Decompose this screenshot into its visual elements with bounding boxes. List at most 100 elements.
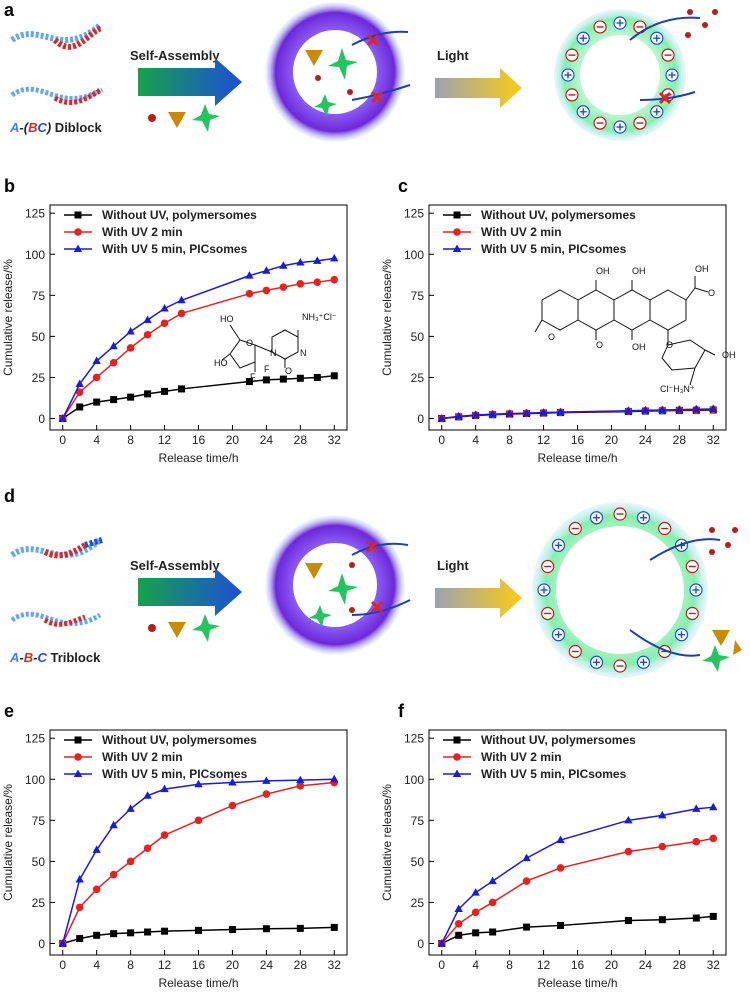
y-tick-label: 25 <box>32 371 46 385</box>
poly-part: Diblock <box>51 120 102 135</box>
atom-label: OH <box>596 266 610 276</box>
picsome-core <box>556 526 684 654</box>
data-point <box>126 857 135 866</box>
x-tick-label: 12 <box>537 958 551 972</box>
y-tick-label: 75 <box>32 814 46 828</box>
data-point <box>75 379 84 388</box>
legend-label: With UV 2 min <box>481 750 562 764</box>
data-point <box>296 280 305 288</box>
x-tick-label: 24 <box>260 433 274 447</box>
data-point <box>93 398 101 406</box>
data-point <box>709 802 718 811</box>
x-axis-label: Release time/h <box>158 976 238 990</box>
data-point <box>126 326 135 335</box>
arrow <box>435 68 522 108</box>
polymer-chain <box>43 614 86 627</box>
poly-part: Triblock <box>47 650 101 665</box>
y-tick-label: 75 <box>411 289 425 303</box>
panel-label: c <box>398 176 408 196</box>
particle <box>709 527 715 533</box>
data-point <box>279 283 288 291</box>
data-point <box>330 253 339 262</box>
bond <box>649 289 687 331</box>
atom-label: OH <box>632 266 646 276</box>
plot-frame <box>49 729 348 956</box>
particle <box>733 640 742 655</box>
data-point <box>313 278 322 286</box>
y-tick-label: 125 <box>25 732 45 746</box>
polymer-chain <box>43 542 87 559</box>
particle <box>168 112 186 128</box>
legend-label: With UV 5 min, PICsomes <box>481 242 627 256</box>
atom-label: F <box>250 372 256 382</box>
series-line <box>62 375 335 420</box>
poly-part: -( <box>19 120 29 135</box>
x-tick-label: 8 <box>506 958 513 972</box>
bond <box>577 289 615 331</box>
block-mark <box>365 540 379 554</box>
data-point <box>488 898 497 907</box>
y-tick-label: 125 <box>404 732 424 746</box>
data-point <box>539 408 548 416</box>
y-tick-label: 100 <box>404 773 424 787</box>
x-tick-label: 28 <box>673 433 687 447</box>
polymer-name: A-(BC) Diblock <box>9 120 103 135</box>
y-tick-label: 125 <box>25 207 45 221</box>
atom-label: Cl⁻H₃N⁺ <box>660 384 695 394</box>
panel-label: a <box>4 0 15 20</box>
x-tick-label: 16 <box>571 433 585 447</box>
poly-part: B <box>24 650 33 665</box>
legend-marker <box>73 244 83 252</box>
poly-part: C <box>37 650 47 665</box>
data-point <box>245 378 253 386</box>
legend-marker <box>453 736 461 744</box>
data-point <box>160 319 169 328</box>
x-axis-label: Release time/h <box>537 976 617 990</box>
y-tick-label: 50 <box>411 855 425 869</box>
data-point <box>144 928 152 936</box>
bond <box>229 339 256 369</box>
blocked-arrow <box>639 91 696 101</box>
x-tick-label: 32 <box>328 433 342 447</box>
x-tick-label: 4 <box>472 958 479 972</box>
data-point <box>471 410 480 419</box>
data-point <box>556 864 565 872</box>
data-point <box>143 330 152 339</box>
data-point <box>109 341 118 350</box>
particle <box>309 605 332 627</box>
structure <box>534 276 716 386</box>
data-point <box>178 385 186 393</box>
data-point <box>624 847 633 856</box>
data-point <box>489 928 497 936</box>
data-point <box>161 387 169 395</box>
data-point <box>313 373 321 381</box>
x-tick-label: 24 <box>260 958 274 972</box>
arrow <box>138 568 242 616</box>
bond <box>221 324 299 372</box>
release-arrow <box>649 538 721 561</box>
x-tick-label: 28 <box>294 958 308 972</box>
data-point <box>262 376 270 384</box>
data-point <box>194 779 203 788</box>
legend-label: With UV 2 min <box>102 750 183 764</box>
panel-label: e <box>4 701 14 721</box>
legend-label: With UV 2 min <box>102 225 183 239</box>
x-axis-label: Release time/h <box>537 451 617 465</box>
particle <box>732 527 738 533</box>
legend-marker <box>453 211 461 219</box>
x-tick-label: 4 <box>472 433 479 447</box>
bond <box>613 289 651 331</box>
picsome-core <box>580 35 660 115</box>
data-point <box>454 919 463 928</box>
data-point <box>75 388 84 397</box>
y-tick-label: 100 <box>25 773 45 787</box>
series-line <box>441 915 714 945</box>
data-point <box>228 926 236 934</box>
atom-label: N <box>270 348 277 358</box>
blocked-arrow <box>351 542 409 556</box>
data-point <box>454 904 463 913</box>
series-line <box>62 781 335 944</box>
arrow <box>435 578 522 618</box>
data-point <box>228 801 237 810</box>
data-point <box>110 930 118 938</box>
